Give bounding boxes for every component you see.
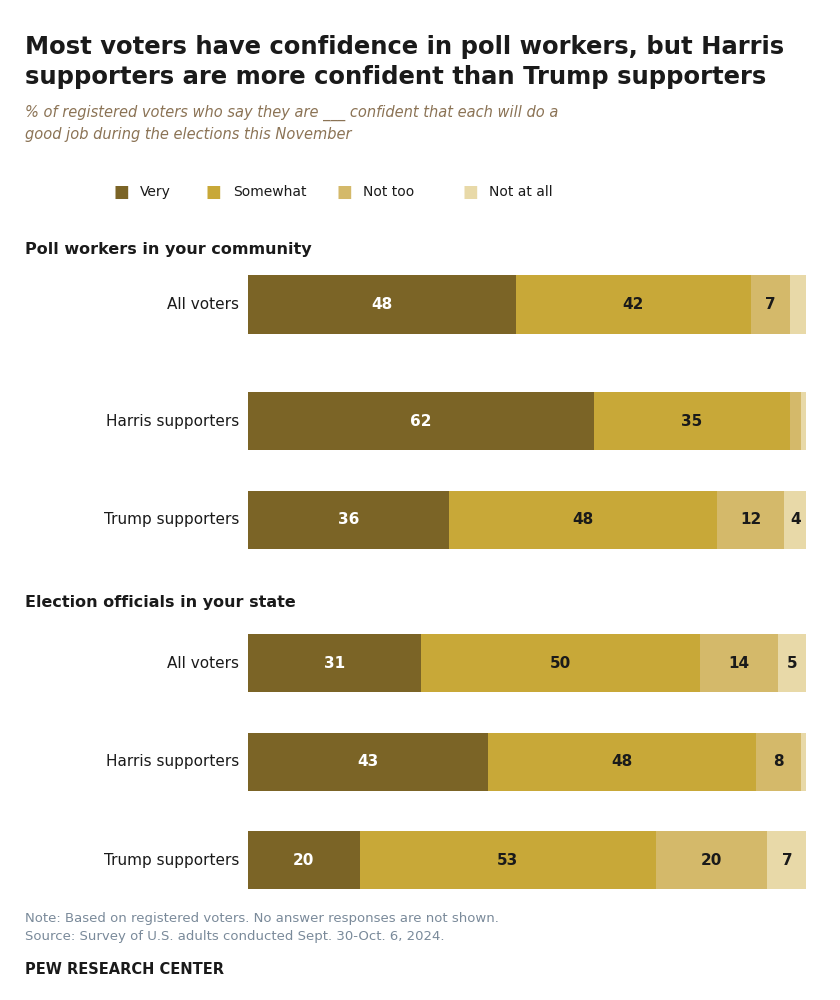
Bar xyxy=(248,732,488,791)
Bar xyxy=(488,732,756,791)
Text: Poll workers in your community: Poll workers in your community xyxy=(25,242,312,257)
Text: ■: ■ xyxy=(206,183,222,201)
Text: 7: 7 xyxy=(764,297,775,312)
Text: Trump supporters: Trump supporters xyxy=(104,853,239,868)
Bar xyxy=(801,732,806,791)
Text: All voters: All voters xyxy=(167,656,239,671)
Text: Most voters have confidence in poll workers, but Harris: Most voters have confidence in poll work… xyxy=(25,35,785,59)
Bar xyxy=(248,392,594,450)
Text: 12: 12 xyxy=(740,512,761,527)
Text: Not at all: Not at all xyxy=(489,185,553,199)
Text: 5: 5 xyxy=(787,656,798,671)
Bar xyxy=(767,831,806,889)
Bar xyxy=(248,275,516,334)
Text: ■: ■ xyxy=(113,183,129,201)
Text: 42: 42 xyxy=(622,297,644,312)
Text: supporters are more confident than Trump supporters: supporters are more confident than Trump… xyxy=(25,65,766,89)
Text: Not too: Not too xyxy=(363,185,414,199)
Text: All voters: All voters xyxy=(167,297,239,312)
Text: 31: 31 xyxy=(324,656,345,671)
Text: 48: 48 xyxy=(572,512,594,527)
Bar xyxy=(756,732,801,791)
Text: 20: 20 xyxy=(293,853,314,868)
Bar xyxy=(516,275,751,334)
Text: Trump supporters: Trump supporters xyxy=(104,512,239,527)
Text: ■: ■ xyxy=(462,183,478,201)
Text: 53: 53 xyxy=(497,853,518,868)
Text: 62: 62 xyxy=(410,414,432,429)
Bar xyxy=(248,831,360,889)
Bar xyxy=(594,392,790,450)
Text: Election officials in your state: Election officials in your state xyxy=(25,595,296,610)
Text: 4: 4 xyxy=(790,512,801,527)
Text: 8: 8 xyxy=(773,754,784,769)
Text: 20: 20 xyxy=(701,853,722,868)
Bar xyxy=(784,491,806,549)
Text: 43: 43 xyxy=(357,754,379,769)
Bar xyxy=(779,634,806,692)
Text: Somewhat: Somewhat xyxy=(233,185,307,199)
Bar xyxy=(751,275,790,334)
Text: ■: ■ xyxy=(336,183,352,201)
Text: PEW RESEARCH CENTER: PEW RESEARCH CENTER xyxy=(25,962,224,977)
Bar xyxy=(655,831,767,889)
Text: Very: Very xyxy=(140,185,171,199)
Bar xyxy=(790,392,801,450)
Text: Source: Survey of U.S. adults conducted Sept. 30-Oct. 6, 2024.: Source: Survey of U.S. adults conducted … xyxy=(25,930,444,943)
Text: 36: 36 xyxy=(338,512,359,527)
Text: % of registered voters who say they are ___ confident that each will do a
good j: % of registered voters who say they are … xyxy=(25,105,559,142)
Bar xyxy=(449,491,717,549)
Bar xyxy=(790,275,806,334)
Text: 35: 35 xyxy=(681,414,702,429)
Bar xyxy=(360,831,655,889)
Text: 14: 14 xyxy=(729,656,750,671)
Bar xyxy=(248,634,421,692)
Text: Note: Based on registered voters. No answer responses are not shown.: Note: Based on registered voters. No ans… xyxy=(25,912,499,925)
Text: Harris supporters: Harris supporters xyxy=(106,754,239,769)
Bar xyxy=(701,634,779,692)
Text: Harris supporters: Harris supporters xyxy=(106,414,239,429)
Text: 48: 48 xyxy=(371,297,392,312)
Bar xyxy=(717,491,784,549)
Bar xyxy=(801,392,806,450)
Text: 7: 7 xyxy=(781,853,792,868)
Bar xyxy=(421,634,701,692)
Text: 50: 50 xyxy=(550,656,571,671)
Text: 48: 48 xyxy=(612,754,633,769)
Bar xyxy=(248,491,449,549)
